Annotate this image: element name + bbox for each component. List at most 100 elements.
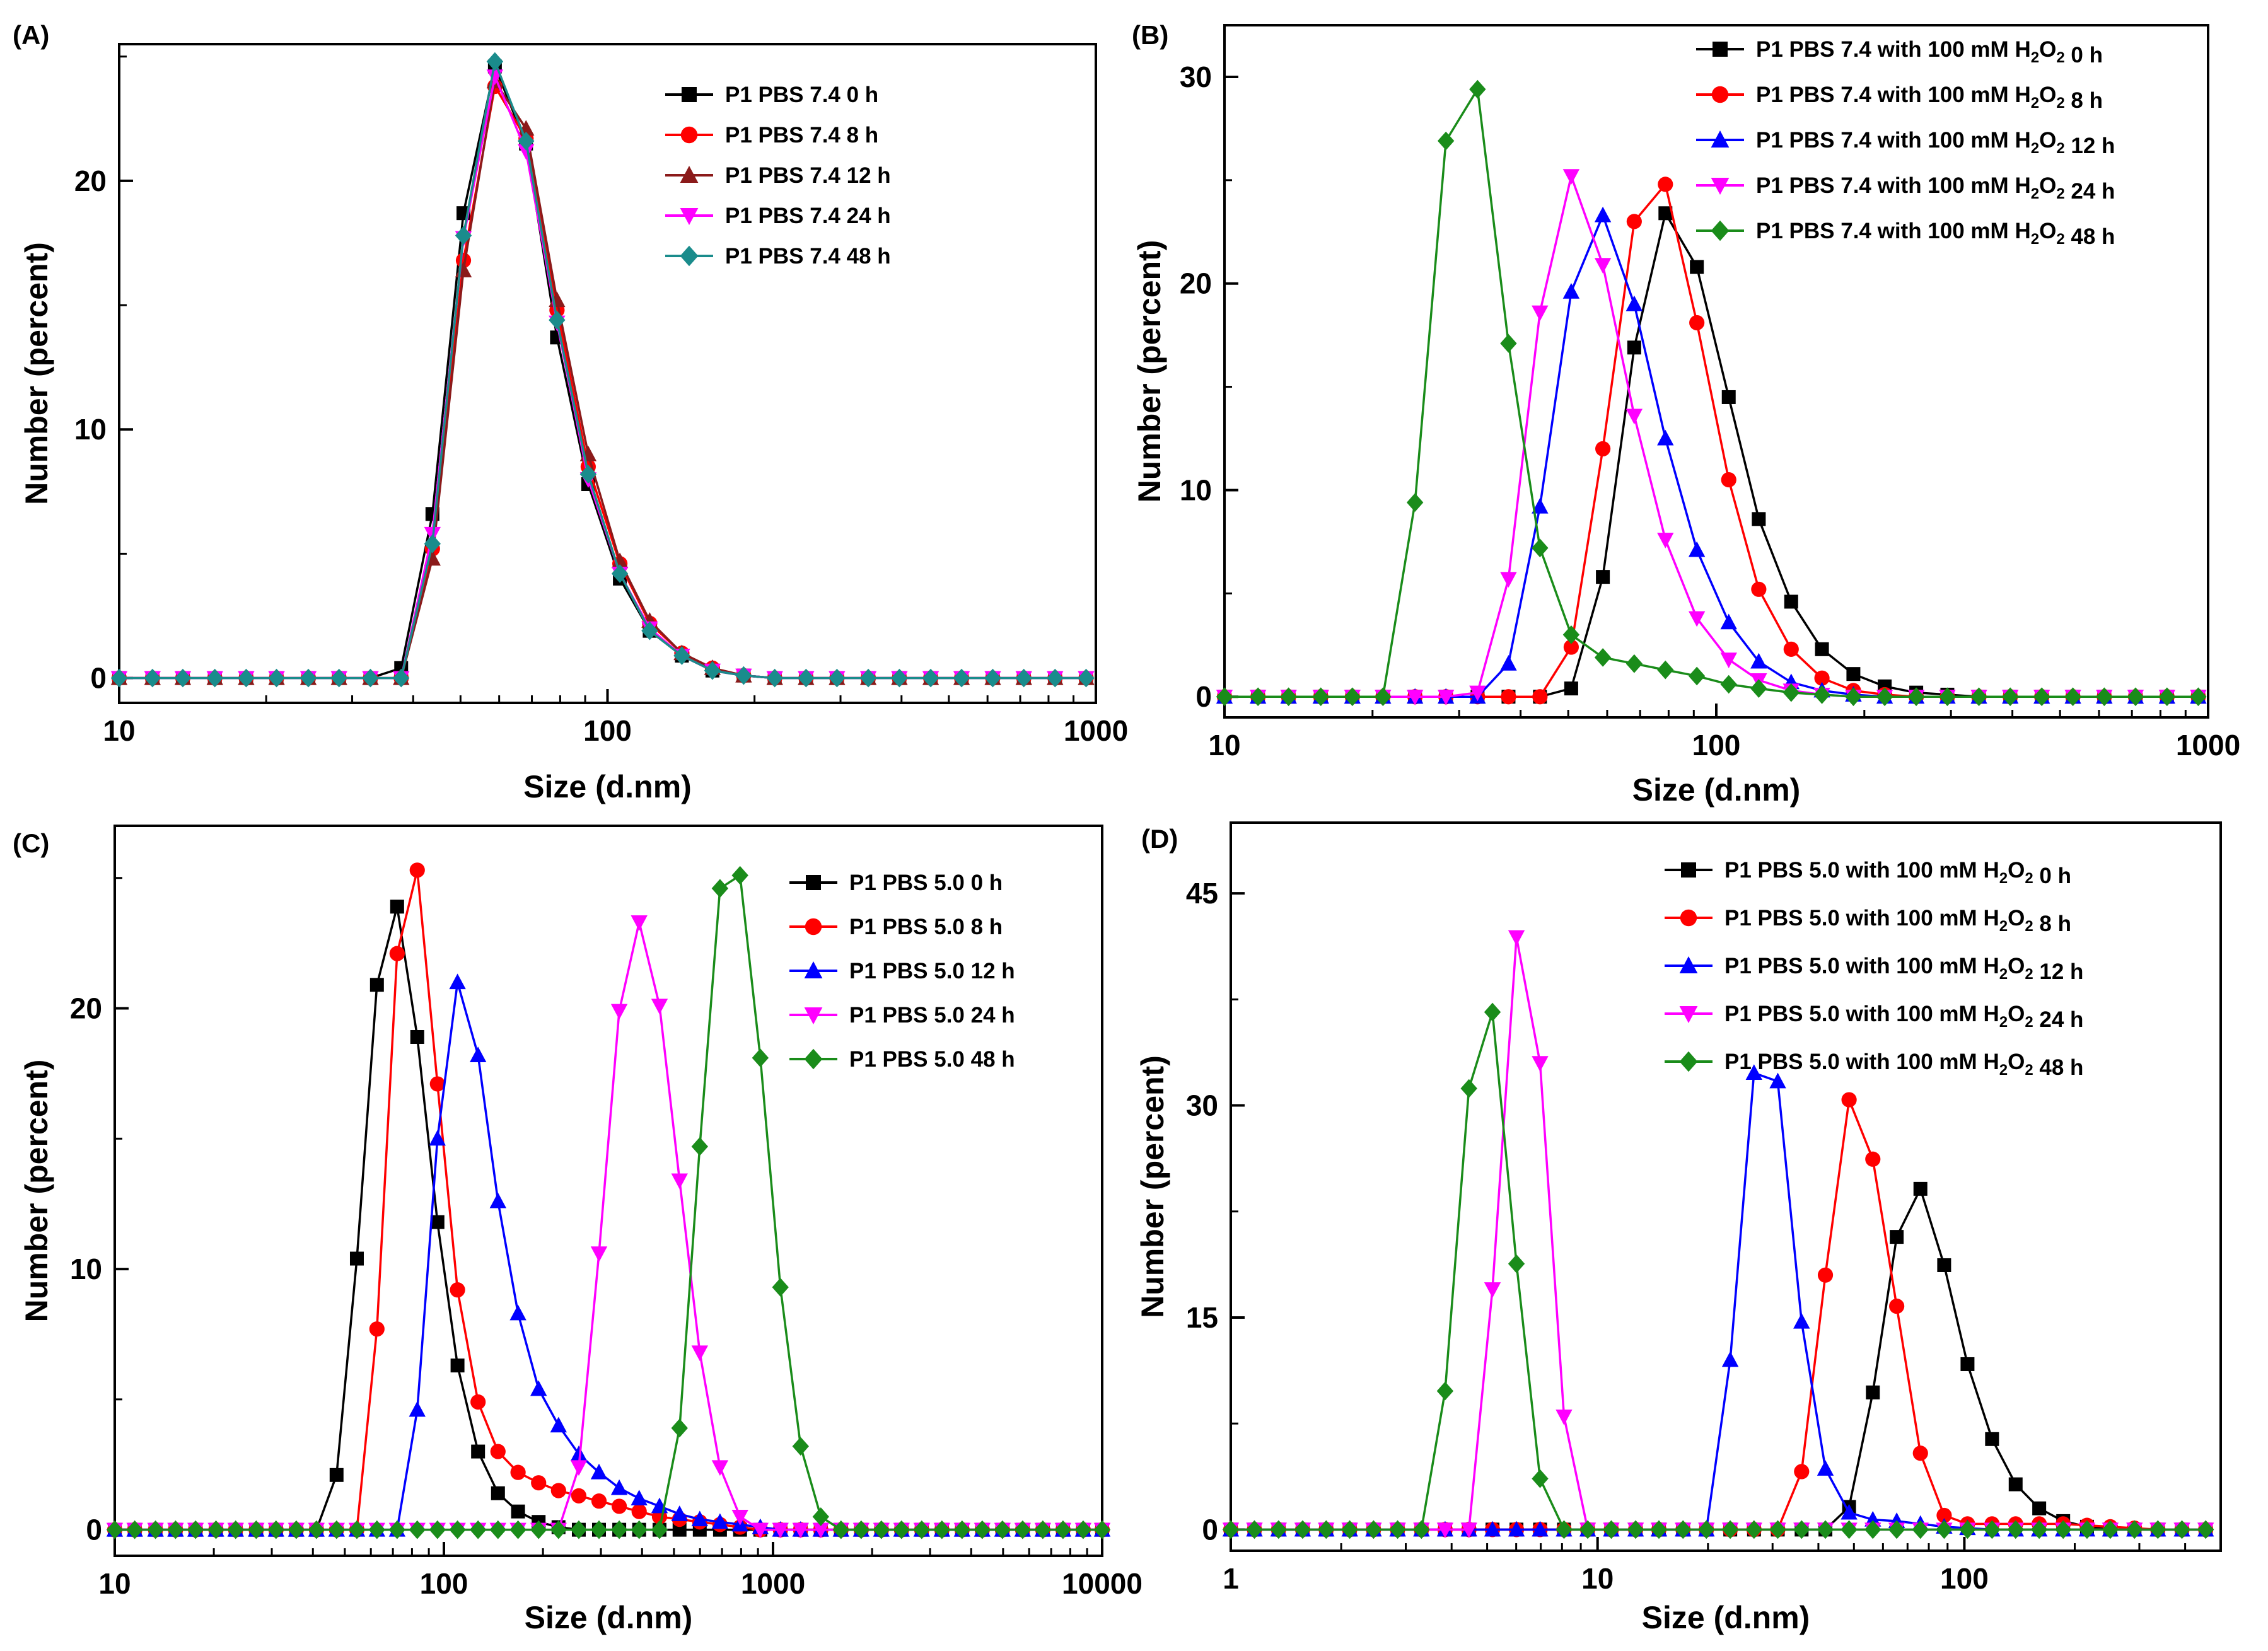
legend: P1 PBS 7.4 with 100 mM H₂O₂ 0 hP1 PBS 7.…: [1696, 37, 2115, 249]
x-tick-label: 100: [420, 1567, 468, 1600]
marker-triangle-down: [711, 1460, 729, 1476]
legend-label-sub: 2: [1999, 1062, 2008, 1079]
marker-diamond: [651, 1520, 668, 1539]
legend-label: P1 PBS 5.0 24 h: [849, 1003, 1015, 1028]
series-2: [1216, 177, 2206, 705]
y-tick-label: 30: [1180, 61, 1212, 93]
marker-diamond: [167, 1520, 184, 1539]
x-axis-title: Size (d.nm): [1642, 1600, 1810, 1635]
marker-diamond: [671, 1418, 688, 1438]
marker-diamond: [518, 131, 535, 151]
series-1: [112, 59, 1093, 685]
chart-panel-a: (A) 10 100 1000 0 10 20 Size (d.nm) Number (perc…: [13, 20, 1128, 804]
legend-label-part: 48 h: [2033, 1055, 2084, 1080]
legend-label-part: P1 PBS 7.4 with 100 mM: [1756, 128, 2015, 153]
marker-diamond: [1711, 220, 1730, 241]
marker-circle: [1626, 214, 1642, 229]
legend-label-sub: 2: [1999, 966, 2008, 983]
marker-triangle-up: [1769, 1072, 1786, 1089]
legend-label-part: O: [2039, 37, 2056, 62]
legend-label-sub: 2: [2031, 95, 2039, 112]
marker-diamond: [530, 1520, 547, 1539]
y-tick-label: 20: [70, 992, 102, 1025]
x-tick-label: 10: [103, 714, 135, 747]
marker-diamond: [509, 1520, 526, 1539]
marker-circle: [1841, 1092, 1857, 1108]
marker-diamond: [1047, 668, 1064, 688]
legend-label-part: H: [2015, 128, 2030, 153]
marker-diamond: [1562, 625, 1580, 644]
chart-panel-d: (D) 1 10 100 0 15 30 45 Size (d.nm) Number (perce…: [1135, 821, 2222, 1635]
series-3: [110, 72, 1095, 685]
marker-circle: [531, 1475, 547, 1491]
marker-square: [491, 1486, 505, 1500]
legend-label-sub: 2: [2031, 185, 2039, 202]
series-2: [111, 78, 1094, 686]
marker-circle: [1794, 1464, 1810, 1480]
marker-diamond: [1222, 1520, 1240, 1539]
marker-circle: [1680, 909, 1697, 927]
marker-triangle-down: [1679, 1006, 1698, 1023]
series-line: [1224, 182, 2199, 698]
legend-label-sub: 2: [2056, 95, 2064, 112]
x-tick-label: 100: [1940, 1562, 1989, 1595]
series-1: [108, 900, 1109, 1537]
marker-diamond: [1845, 687, 1862, 707]
marker-diamond: [735, 666, 752, 685]
marker-square: [1815, 642, 1829, 656]
legend-label-sub: 2: [2056, 185, 2064, 202]
legend-label-part: H: [1983, 954, 1999, 978]
marker-triangle-down: [772, 1522, 789, 1539]
marker-diamond: [1015, 668, 1032, 688]
marker-square: [2008, 1477, 2023, 1492]
marker-triangle-down: [812, 1522, 829, 1539]
legend-label-part: P1 PBS 5.0 with 100 mM: [1724, 954, 1983, 978]
marker-triangle-down: [1436, 1522, 1454, 1539]
marker-triangle-down: [792, 1522, 809, 1539]
marker-diamond: [424, 534, 441, 553]
legend-label-part: 8 h: [2033, 912, 2071, 936]
legend-label: P1 PBS 7.4 with 100 mM H₂O₂ 48 hP1 PBS 7…: [1756, 219, 2115, 249]
legend-label-part: P1 PBS 5.0 with 100 mM: [1724, 858, 1983, 883]
series-4: [1216, 169, 2207, 705]
legend: P1 PBS 7.4 0 h P1 PBS 7.4 8 h P1 PBS 7.4 1…: [665, 83, 891, 269]
series-1: [1218, 206, 2206, 704]
marker-diamond: [1034, 1520, 1052, 1539]
marker-diamond: [2126, 1520, 2143, 1539]
marker-circle: [1751, 581, 1767, 597]
marker-diamond: [1469, 79, 1486, 99]
marker-diamond: [1318, 1520, 1335, 1539]
marker-diamond: [1294, 1520, 1311, 1539]
marker-diamond: [852, 1520, 870, 1539]
y-axis-title: Number (percent): [1135, 1055, 1170, 1318]
legend-label: P1 PBS 7.4 48 h: [725, 244, 891, 269]
legend: P1 PBS 5.0 0 h P1 PBS 5.0 8 h P1 PBS 5.0 1…: [789, 871, 1015, 1072]
marker-diamond: [2030, 1520, 2048, 1539]
series-line: [119, 62, 1086, 680]
marker-diamond: [549, 310, 566, 330]
marker-diamond: [1280, 687, 1297, 707]
marker-square: [329, 1468, 344, 1482]
marker-diamond: [752, 1048, 769, 1067]
marker-circle: [1889, 1298, 1905, 1314]
y-tick-label: 30: [1186, 1089, 1218, 1122]
panel-label: (B): [1132, 20, 1168, 50]
marker-circle: [611, 1498, 627, 1514]
legend-label-part: P1 PBS 5.0 with 100 mM: [1724, 1050, 1983, 1074]
marker-square: [1866, 1385, 1880, 1399]
marker-diamond: [1216, 687, 1233, 707]
marker-triangle-up: [429, 1130, 446, 1146]
marker-diamond: [206, 668, 223, 688]
y-tick-label: 15: [1186, 1301, 1218, 1334]
y-tick-label: 0: [1195, 680, 1212, 713]
marker-diamond: [388, 1520, 406, 1539]
series-5: [106, 866, 1111, 1539]
legend-label: P1 PBS 5.0 with 100 mM H₂O₂ 24 hP1 PBS 5…: [1724, 1002, 2083, 1032]
marker-triangle-up: [1688, 541, 1706, 557]
marker-diamond: [2102, 1520, 2119, 1539]
x-axis-title: Size (d.nm): [523, 769, 692, 804]
series-line: [1224, 172, 2199, 698]
legend-label-part: O: [2039, 219, 2056, 243]
marker-triangle-up: [691, 1510, 709, 1527]
